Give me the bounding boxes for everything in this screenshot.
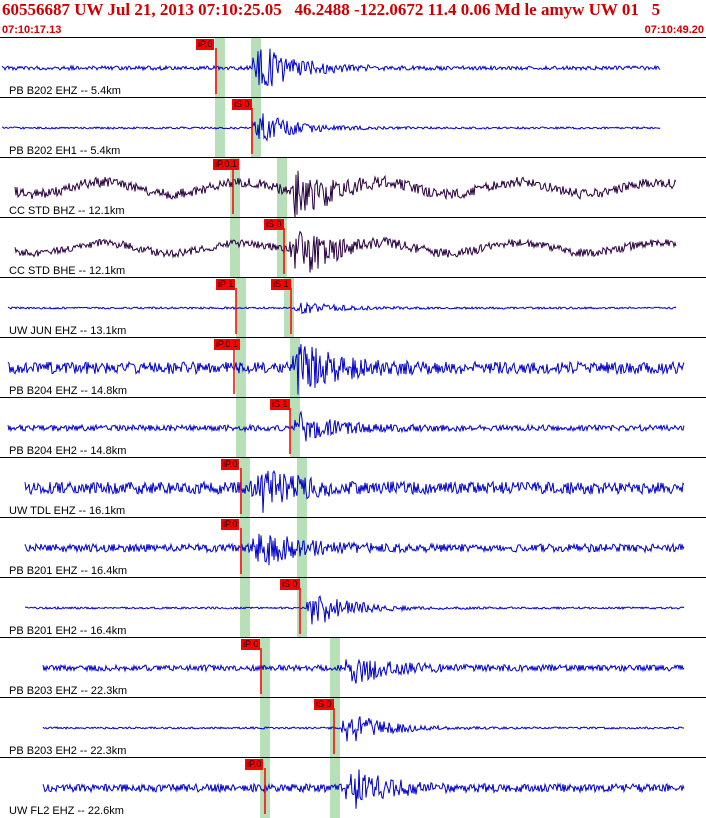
time-window-band	[251, 38, 261, 98]
seismogram-panels: iP.0 PB B202 EHZ -- 5.4km iS 0 PB B202 EH1 …	[0, 37, 706, 818]
waveform-plot	[42, 638, 685, 698]
station-label: PB B201 EH2 -- 16.4km	[9, 625, 127, 637]
time-window-band	[330, 758, 340, 818]
trace-panel[interactable]: iP.0 PB B202 EHZ -- 5.4km	[0, 37, 706, 98]
waveform-plot	[42, 758, 685, 818]
waveform-plot	[42, 698, 685, 758]
seismic-waveform	[24, 533, 685, 566]
seismic-waveform	[42, 769, 685, 809]
time-window-band	[236, 398, 246, 458]
time-window-band	[230, 218, 240, 278]
phase-pick-label[interactable]: iP.0	[196, 39, 215, 50]
waveform-plot	[1, 38, 661, 98]
header: 60556687 UW Jul 21, 2013 07:10:25.05 46.…	[0, 0, 706, 40]
seismic-waveform	[1, 113, 661, 142]
waveform-plot	[24, 518, 685, 578]
time-window-band	[290, 338, 300, 398]
trace-panel[interactable]: iS 0 PB B201 EH2 -- 16.4km	[0, 577, 706, 638]
waveform-plot	[7, 338, 685, 398]
time-window-band	[290, 398, 300, 458]
time-window-band	[277, 218, 287, 278]
waveform-plot	[1, 98, 661, 158]
station-label: CC STD BHE -- 12.1km	[9, 265, 126, 277]
trace-panel[interactable]: iP 0 PB B203 EHZ -- 22.3km	[0, 637, 706, 698]
waveform-plot	[14, 158, 677, 218]
station-label: CC STD BHZ -- 12.1km	[9, 205, 125, 217]
trace-panel[interactable]: iS 0 CC STD BHE -- 12.1km	[0, 217, 706, 278]
phase-pick-label[interactable]: iP.0	[221, 459, 240, 470]
seismic-waveform	[14, 230, 677, 273]
time-window-band	[215, 98, 225, 158]
seismic-waveform	[7, 410, 685, 442]
station-label: UW TDL EHZ -- 16.1km	[9, 505, 126, 517]
station-label: PB B203 EH2 -- 22.3km	[9, 745, 127, 757]
station-label: PB B202 EHZ -- 5.4km	[9, 85, 121, 97]
time-window-band	[260, 638, 270, 698]
waveform-plot	[7, 398, 685, 458]
phase-pick-label[interactable]: iS 0	[232, 99, 252, 110]
waveform-plot	[24, 458, 685, 518]
phase-pick-label[interactable]: iS 0	[314, 699, 334, 710]
station-label: PB B204 EHZ -- 14.8km	[9, 385, 127, 397]
seismic-waveform	[24, 595, 685, 625]
seismic-waveform	[1, 48, 661, 87]
waveform-plot	[7, 278, 677, 338]
waveform-plot	[14, 218, 677, 278]
phase-pick-label[interactable]: iP 0	[241, 639, 261, 650]
trace-panel[interactable]: iS 0 PB B202 EH1 -- 5.4km	[0, 97, 706, 158]
trace-panel[interactable]: iP 1 iS 1 UW JUN EHZ -- 13.1km	[0, 277, 706, 338]
station-label: PB B202 EH1 -- 5.4km	[9, 145, 121, 157]
seismic-waveform	[7, 344, 685, 395]
station-label: PB B204 EH2 -- 14.8km	[9, 445, 127, 457]
phase-pick-label[interactable]: iP.0.1	[213, 159, 239, 170]
trace-panel[interactable]: iP.0 UW TDL EHZ -- 16.1km	[0, 457, 706, 518]
end-time: 07:10:49.20	[644, 24, 704, 36]
trace-panel[interactable]: iP.0.1 CC STD BHZ -- 12.1km	[0, 157, 706, 218]
station-label: PB B203 EHZ -- 22.3km	[9, 685, 127, 697]
waveform-plot	[24, 578, 685, 638]
event-title: 60556687 UW Jul 21, 2013 07:10:25.05 46.…	[2, 0, 661, 19]
seismic-waveform	[42, 658, 685, 684]
seismic-waveform	[42, 716, 685, 742]
phase-pick-label[interactable]: iS 0	[264, 219, 284, 230]
time-window-band	[240, 458, 250, 518]
trace-panel[interactable]: iS 1 PB B204 EH2 -- 14.8km	[0, 397, 706, 458]
phase-pick-label[interactable]: iP 1	[216, 279, 236, 290]
station-label: UW JUN EHZ -- 13.1km	[9, 325, 127, 337]
phase-pick-label[interactable]: iP.0.1	[214, 339, 240, 350]
time-window-band	[236, 338, 246, 398]
trace-panel[interactable]: iS 0 PB B203 EH2 -- 22.3km	[0, 697, 706, 758]
phase-pick-label[interactable]: iP.0	[221, 519, 240, 530]
station-label: UW FL2 EHZ -- 22.6km	[9, 805, 124, 817]
phase-pick-label[interactable]: iS 0	[280, 579, 300, 590]
station-label: PB B201 EHZ -- 16.4km	[9, 565, 127, 577]
time-window-band	[277, 158, 287, 218]
seismic-waveform	[14, 170, 677, 218]
trace-panel[interactable]: iP.0 PB B201 EHZ -- 16.4km	[0, 517, 706, 578]
trace-panel[interactable]: iP.0 UW FL2 EHZ -- 22.6km	[0, 757, 706, 818]
time-window-band	[240, 518, 250, 578]
trace-panel[interactable]: iP.0.1 PB B204 EHZ -- 14.8km	[0, 337, 706, 398]
phase-pick-label[interactable]: iS 1	[271, 279, 291, 290]
seismic-waveform	[24, 470, 685, 513]
start-time: 07:10:17.13	[2, 24, 62, 36]
time-window-band	[230, 158, 240, 218]
seismic-waveform	[7, 301, 677, 315]
phase-pick-label[interactable]: iS 1	[270, 399, 290, 410]
phase-pick-label[interactable]: iP.0	[245, 759, 264, 770]
